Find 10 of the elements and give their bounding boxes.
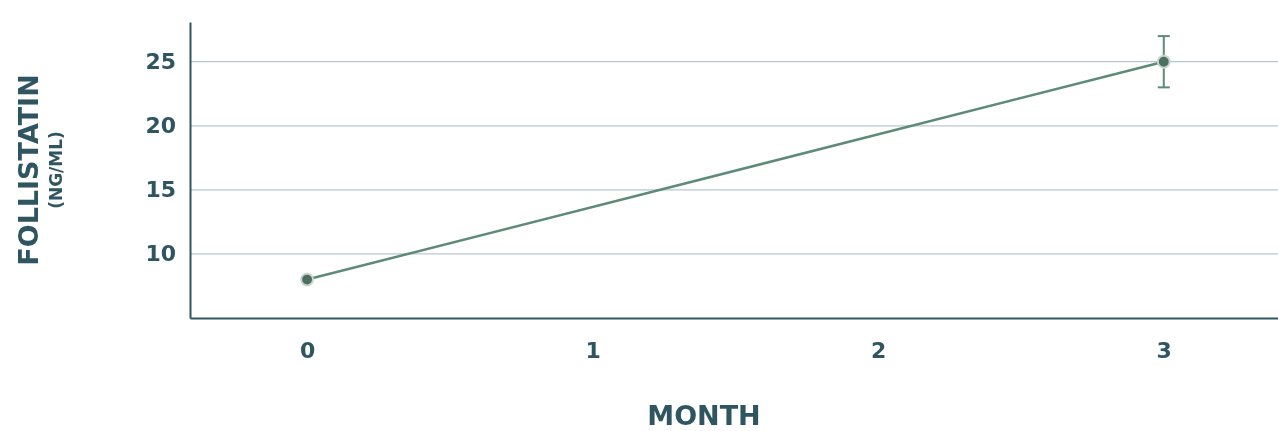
y-tick-label: 20 [145, 113, 176, 139]
x-tick-label: 3 [1156, 337, 1172, 363]
x-tick-label: 1 [585, 337, 601, 363]
y-tick-label: 25 [145, 49, 176, 75]
y-tick-label: 15 [145, 177, 176, 203]
y-tick-label: 10 [145, 241, 176, 267]
y-axis-title: FOLLISTATIN (NG/ML) [13, 74, 66, 266]
x-tick-label: 0 [299, 337, 316, 363]
x-axis-title: MONTH [647, 400, 761, 431]
x-tick-label: 2 [871, 337, 887, 363]
